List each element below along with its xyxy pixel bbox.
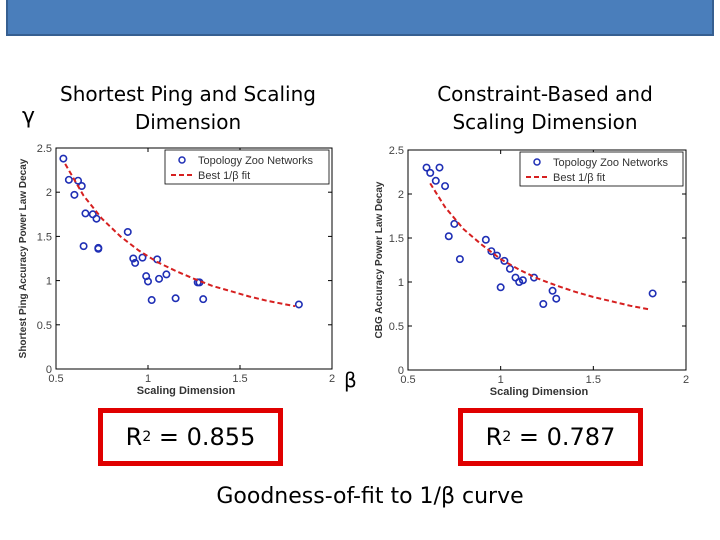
chart1-data-point <box>92 214 101 223</box>
chart2-data-point <box>444 232 453 241</box>
chart1-y-axis-label: Shortest Ping Accuracy Power Law Decay <box>18 158 29 358</box>
chart2-data-point <box>426 168 435 177</box>
r-squared-left-value: = 0.855 <box>151 423 256 451</box>
r-squared-left-exponent: 2 <box>142 429 152 445</box>
chart1-axes-frame <box>55 147 333 370</box>
chart2-data-point <box>539 299 548 308</box>
chart2-y-tick-label: 0 <box>398 365 404 377</box>
chart1-data-point <box>155 274 164 283</box>
chart1-legend-label-fit: Best 1/β fit <box>198 170 250 182</box>
chart2-legend-marker-points <box>533 158 541 166</box>
chart1-fit-line <box>64 163 296 308</box>
chart2-data-point <box>500 256 509 265</box>
chart2-legend-box <box>519 151 684 187</box>
chart1-y-tick-label: 0 <box>46 364 52 376</box>
chart2-y-tick-label: 2 <box>398 189 404 201</box>
chart1-data-point <box>59 154 68 163</box>
chart1-data-point <box>144 277 153 286</box>
chart2-data-point <box>487 247 496 256</box>
chart2-data-point <box>435 163 444 172</box>
chart2-x-tick-label: 1.5 <box>586 374 601 386</box>
chart2-y-axis-label: CBG Accuracy Power Law Decay <box>374 181 385 338</box>
chart1-x-tick-label: 1.5 <box>232 373 247 385</box>
chart2-legend-label-fit: Best 1/β fit <box>553 172 605 184</box>
chart1-legend-box <box>164 149 330 185</box>
chart1-x-tick-label: 2 <box>329 373 335 385</box>
chart2-y-tick-label: 1.5 <box>389 233 404 245</box>
chart1-data-point <box>94 243 103 252</box>
chart1-x-axis-label: Scaling Dimension <box>137 385 236 397</box>
chart1-y-tick-label: 1.5 <box>37 231 52 243</box>
chart2-y-tick-label: 2.5 <box>389 145 404 157</box>
chart2-data-point <box>431 176 440 185</box>
chart2-legend-label-points: Topology Zoo Networks <box>553 157 668 169</box>
footer-caption: Goodness-of-fit to 1/β curve <box>216 484 524 509</box>
chart2-data-point <box>548 286 557 295</box>
chart1-data-point <box>199 295 208 304</box>
chart2-x-axis-label: Scaling Dimension <box>490 386 589 398</box>
chart2-y-tick-label: 1 <box>398 277 404 289</box>
chart1-data-point <box>123 227 132 236</box>
chart1-x-tick-label: 1 <box>145 373 151 385</box>
chart1-data-point <box>138 253 147 262</box>
chart1-data-point <box>81 209 90 218</box>
chart2-data-point <box>441 182 450 191</box>
chart2-data-point <box>422 163 431 172</box>
right-plot-title: Constraint-Based and Scaling Dimension <box>437 82 653 134</box>
chart2-data-point <box>505 264 514 273</box>
beta-label: β <box>344 368 357 392</box>
chart1-y-tick-label: 2 <box>46 187 52 199</box>
chart1-data-point <box>79 242 88 251</box>
chart1-legend-marker-points <box>178 156 186 164</box>
r-squared-left-prefix: R <box>125 423 143 451</box>
chart1-data-point <box>64 175 73 184</box>
chart1-data-point <box>129 254 138 263</box>
chart1-x-tick-label: 0.5 <box>48 373 63 385</box>
chart2-data-point <box>552 294 561 303</box>
r-squared-right-value: = 0.787 <box>511 423 616 451</box>
chart2-x-tick-label: 1 <box>498 374 504 386</box>
chart2-data-point <box>518 276 527 285</box>
chart2-fit-line <box>429 182 650 311</box>
chart1-y-tick-label: 2.5 <box>37 143 52 155</box>
chart2-axes-frame <box>407 149 687 371</box>
chart1-data-point <box>147 296 156 305</box>
left-plot-title: Shortest Ping and Scaling Dimension <box>60 82 316 134</box>
chart1-legend-label-points: Topology Zoo Networks <box>198 155 313 167</box>
header-bar <box>6 0 714 36</box>
chart2-data-point <box>492 251 501 260</box>
chart2-data-point <box>450 219 459 228</box>
chart1-data-point <box>171 294 180 303</box>
chart2-data-point <box>648 289 657 298</box>
chart1-data-point <box>162 270 171 279</box>
chart1-data-point <box>294 300 303 309</box>
chart2-x-tick-label: 2 <box>683 374 689 386</box>
chart1-y-tick-label: 1 <box>46 276 52 288</box>
chart2-data-point <box>455 255 464 264</box>
chart1-data-point <box>131 258 140 267</box>
r-squared-right-prefix: R <box>485 423 503 451</box>
chart1-data-point <box>70 190 79 199</box>
gamma-label: γ <box>22 104 36 129</box>
chart1-y-tick-label: 0.5 <box>37 320 52 332</box>
chart2-data-point <box>481 235 490 244</box>
r-squared-right-exponent: 2 <box>502 429 512 445</box>
chart2-data-point <box>496 283 505 292</box>
chart2-y-tick-label: 0.5 <box>389 321 404 333</box>
chart2-x-tick-label: 0.5 <box>400 374 415 386</box>
